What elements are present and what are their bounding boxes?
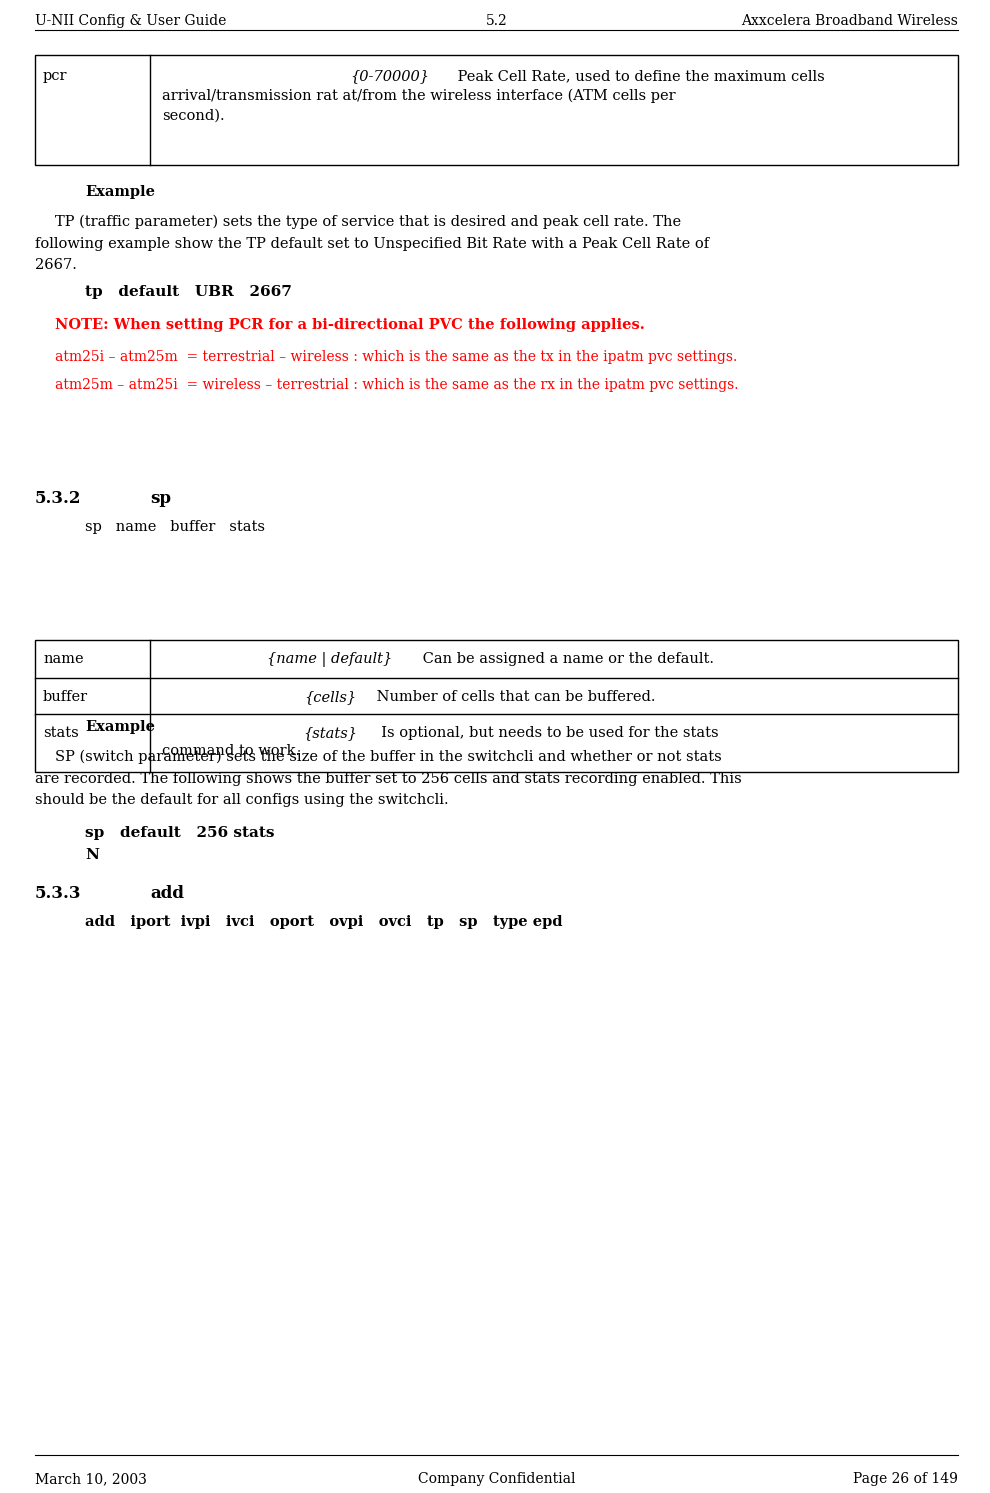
Text: Is optional, but needs to be used for the stats: Is optional, but needs to be used for th… (372, 726, 719, 741)
Text: {name | default}: {name | default} (267, 652, 393, 667)
Text: buffer: buffer (43, 690, 88, 705)
Text: March 10, 2003: March 10, 2003 (35, 1472, 147, 1486)
Text: tp   default   UBR   2667: tp default UBR 2667 (85, 285, 292, 299)
Text: add: add (150, 885, 184, 902)
Text: sp: sp (150, 490, 171, 508)
Text: following example show the TP default set to Unspecified Bit Rate with a Peak Ce: following example show the TP default se… (35, 237, 709, 251)
Text: Example: Example (85, 720, 155, 735)
Text: sp   default   256 stats: sp default 256 stats (85, 826, 274, 841)
Text: N: N (85, 848, 99, 861)
Text: 5.3.2: 5.3.2 (35, 490, 81, 508)
Text: command to work.: command to work. (162, 744, 300, 758)
Text: 2667.: 2667. (35, 258, 77, 272)
Text: stats: stats (43, 726, 79, 741)
Text: second).: second). (162, 109, 225, 122)
Text: arrival/transmission rat at/from the wireless interface (ATM cells per: arrival/transmission rat at/from the wir… (162, 90, 675, 103)
Text: Can be assigned a name or the default.: Can be assigned a name or the default. (418, 652, 714, 666)
Text: TP (traffic parameter) sets the type of service that is desired and peak cell ra: TP (traffic parameter) sets the type of … (55, 215, 681, 230)
Text: 5.2: 5.2 (486, 13, 507, 28)
Text: should be the default for all configs using the switchcli.: should be the default for all configs us… (35, 793, 448, 808)
Text: atm25m – atm25i  = wireless – terrestrial : which is the same as the rx in the i: atm25m – atm25i = wireless – terrestrial… (55, 378, 739, 393)
Text: {0-70000}: {0-70000} (350, 69, 430, 84)
Text: NOTE: When setting PCR for a bi-directional PVC the following applies.: NOTE: When setting PCR for a bi-directio… (55, 318, 644, 331)
Text: sp   name   buffer   stats: sp name buffer stats (85, 520, 265, 534)
Bar (35, 640, 958, 772)
Text: Number of cells that can be buffered.: Number of cells that can be buffered. (372, 690, 655, 705)
Bar (35, 55, 958, 166)
Text: pcr: pcr (43, 69, 67, 84)
Text: add   iport  ivpi   ivci   oport   ovpi   ovci   tp   sp   type epd: add iport ivpi ivci oport ovpi ovci tp s… (85, 915, 562, 929)
Text: name: name (43, 652, 83, 666)
Text: Axxcelera Broadband Wireless: Axxcelera Broadband Wireless (742, 13, 958, 28)
Text: are recorded. The following shows the buffer set to 256 cells and stats recordin: are recorded. The following shows the bu… (35, 772, 742, 785)
Text: SP (switch parameter) sets the size of the buffer in the switchcli and whether o: SP (switch parameter) sets the size of t… (55, 749, 722, 764)
Text: Peak Cell Rate, used to define the maximum cells: Peak Cell Rate, used to define the maxim… (453, 69, 825, 84)
Text: atm25i – atm25m  = terrestrial – wireless : which is the same as the tx in the i: atm25i – atm25m = terrestrial – wireless… (55, 349, 738, 364)
Text: Page 26 of 149: Page 26 of 149 (853, 1472, 958, 1486)
Text: {cells}: {cells} (304, 690, 356, 705)
Text: U-NII Config & User Guide: U-NII Config & User Guide (35, 13, 227, 28)
Text: Example: Example (85, 185, 155, 199)
Text: {stats}: {stats} (303, 726, 357, 741)
Text: Company Confidential: Company Confidential (418, 1472, 575, 1486)
Text: 5.3.3: 5.3.3 (35, 885, 81, 902)
